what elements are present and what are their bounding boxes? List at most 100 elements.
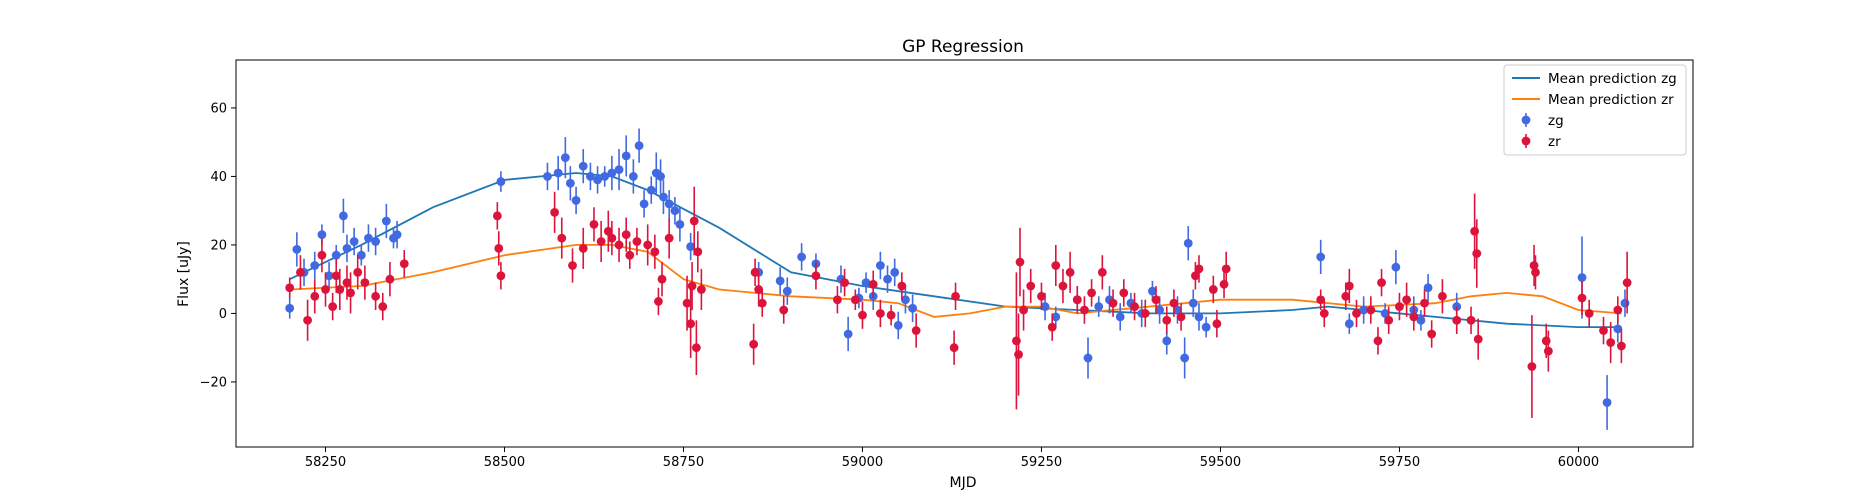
- data-point: [360, 278, 370, 288]
- data-point: [1212, 319, 1222, 329]
- data-point: [696, 285, 706, 294]
- data-point: [1219, 279, 1229, 289]
- data-point: [811, 271, 821, 281]
- data-point: [496, 271, 506, 281]
- data-point: [1470, 226, 1480, 236]
- data-point: [1180, 353, 1190, 363]
- data-point: [797, 252, 807, 262]
- data-point: [1047, 322, 1057, 332]
- data-point: [691, 343, 701, 353]
- data-point: [632, 237, 642, 246]
- data-point: [1051, 261, 1061, 270]
- legend-label: zr: [1548, 134, 1561, 150]
- x-tick-label: 58750: [663, 455, 704, 470]
- data-point: [578, 243, 588, 253]
- legend[interactable]: Mean prediction zg Mean prediction zr zg zr: [1503, 64, 1687, 156]
- data-point: [1359, 305, 1369, 315]
- data-point: [754, 285, 764, 294]
- data-point: [1617, 341, 1626, 351]
- data-point: [1319, 309, 1329, 318]
- data-point: [356, 250, 366, 260]
- data-point: [1119, 288, 1129, 298]
- x-tick-label: 58250: [305, 455, 346, 470]
- data-point: [675, 219, 685, 229]
- y-tick-label: 40: [210, 170, 227, 185]
- x-tick-label: 60000: [1558, 455, 1599, 470]
- data-point: [1173, 305, 1182, 315]
- data-point: [775, 276, 785, 286]
- data-point: [1201, 322, 1211, 332]
- data-point: [757, 298, 767, 308]
- data-point: [1409, 312, 1419, 322]
- data-point: [897, 281, 907, 291]
- data-point: [1108, 298, 1118, 308]
- plot-frame: [235, 59, 1694, 448]
- data-point: [951, 291, 960, 301]
- data-point: [565, 178, 575, 188]
- data-point: [596, 237, 606, 246]
- data-point: [1373, 336, 1383, 346]
- data-point: [1472, 249, 1482, 258]
- data-point: [285, 303, 295, 313]
- data-point: [1366, 305, 1376, 315]
- data-point: [1420, 298, 1429, 308]
- data-point: [496, 177, 506, 186]
- data-point: [901, 295, 910, 305]
- data-point: [1602, 398, 1612, 407]
- data-point: [646, 185, 656, 195]
- data-point: [371, 291, 381, 301]
- y-tick-label: 0: [219, 307, 227, 322]
- axes: 58250 58500 58750 59000 59250 59500 59750 60000…: [200, 59, 1694, 470]
- series-line-1: [289, 244, 1622, 318]
- data-point: [634, 141, 644, 151]
- data-point: [883, 274, 892, 284]
- data-point: [657, 274, 667, 284]
- data-point: [292, 244, 302, 254]
- data-point: [1584, 309, 1594, 318]
- series-zr: [285, 186, 1632, 418]
- data-point: [850, 295, 860, 305]
- data-point: [614, 240, 624, 250]
- data-point: [1176, 312, 1186, 322]
- data-point: [371, 237, 381, 246]
- data-point: [296, 267, 305, 277]
- data-point: [893, 321, 903, 330]
- data-point: [335, 285, 345, 294]
- y-tick-label: 60: [210, 101, 227, 116]
- data-point: [1151, 295, 1161, 305]
- data-point: [385, 274, 395, 284]
- data-point: [659, 192, 668, 202]
- data-point: [639, 199, 649, 209]
- data-point: [578, 161, 588, 171]
- data-point: [1352, 309, 1361, 318]
- data-point: [543, 172, 552, 181]
- data-point: [1087, 288, 1096, 298]
- x-axis-label: MJD: [950, 475, 977, 491]
- y-axis-label: Flux [uJy]: [176, 241, 192, 307]
- data-point: [1058, 281, 1068, 291]
- data-point: [378, 302, 388, 311]
- data-point: [1191, 271, 1200, 281]
- data-point: [571, 196, 581, 205]
- data-point: [682, 298, 692, 308]
- x-tick-label: 59250: [1021, 455, 1062, 470]
- data-point: [1344, 319, 1354, 329]
- data-point: [625, 250, 635, 260]
- data-point: [1040, 302, 1050, 311]
- data-point: [328, 302, 338, 311]
- data-point: [1452, 315, 1462, 325]
- data-point: [603, 226, 613, 236]
- data-point: [550, 208, 560, 217]
- x-tick-label: 59000: [842, 455, 883, 470]
- data-point: [1316, 252, 1326, 262]
- data-point: [840, 278, 849, 288]
- data-point: [1194, 312, 1204, 322]
- x-tick-label: 58500: [484, 455, 525, 470]
- data-point: [1097, 267, 1107, 277]
- data-point: [342, 278, 352, 288]
- data-point: [1072, 295, 1082, 305]
- data-point: [949, 343, 959, 353]
- plot-area: [285, 128, 1632, 430]
- series-zg: [285, 128, 1630, 430]
